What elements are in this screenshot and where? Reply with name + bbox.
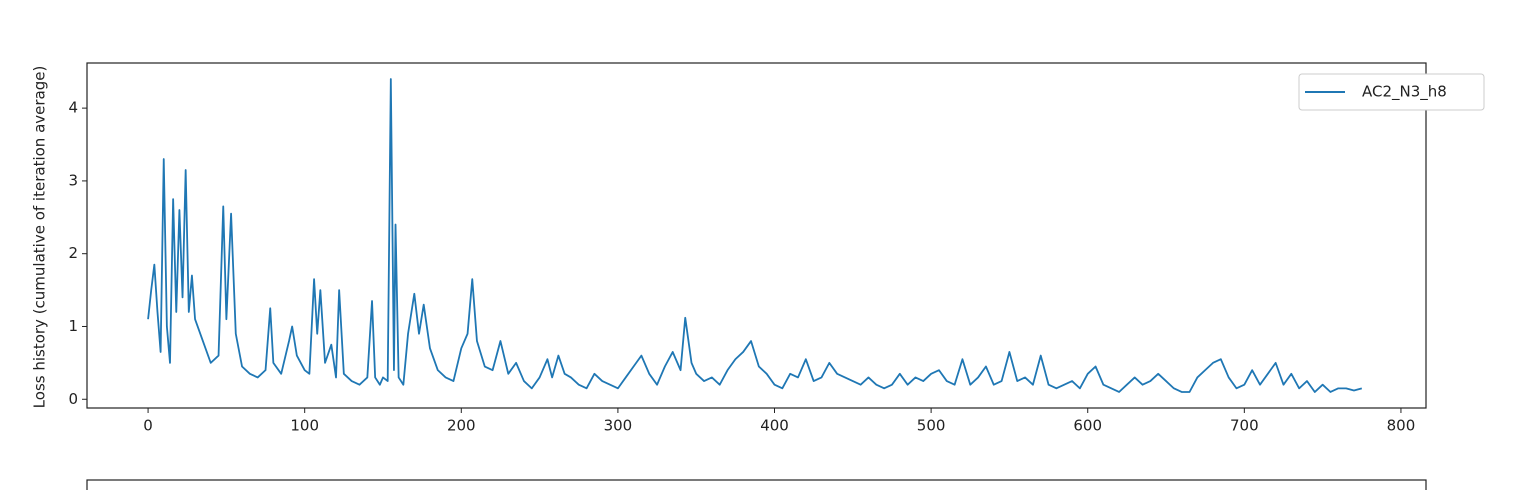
x-tick-label: 100 <box>290 417 319 435</box>
line-series <box>147 78 1363 393</box>
next-axes-frame <box>86 479 1427 490</box>
y-axis-label: Loss history (cumulative of iteration av… <box>31 66 49 409</box>
y-tick-label: 2 <box>68 244 78 262</box>
x-tick-label: 0 <box>143 417 153 435</box>
x-tick-label: 800 <box>1387 417 1416 435</box>
y-tick-label: 4 <box>68 99 78 117</box>
x-tick-label: 400 <box>760 417 789 435</box>
legend-box <box>1298 73 1485 111</box>
y-tick-label: 3 <box>68 171 78 189</box>
x-tick-label: 600 <box>1073 417 1102 435</box>
x-tick-label: 300 <box>604 417 633 435</box>
x-tick-label: 500 <box>917 417 946 435</box>
axes-frame <box>86 62 1427 409</box>
x-tick-label: 200 <box>447 417 476 435</box>
y-tick-label: 0 <box>68 390 78 408</box>
legend-label: AC2_N3_h8 <box>1362 83 1447 102</box>
y-tick-label: 1 <box>68 317 78 335</box>
x-tick-label: 700 <box>1230 417 1259 435</box>
